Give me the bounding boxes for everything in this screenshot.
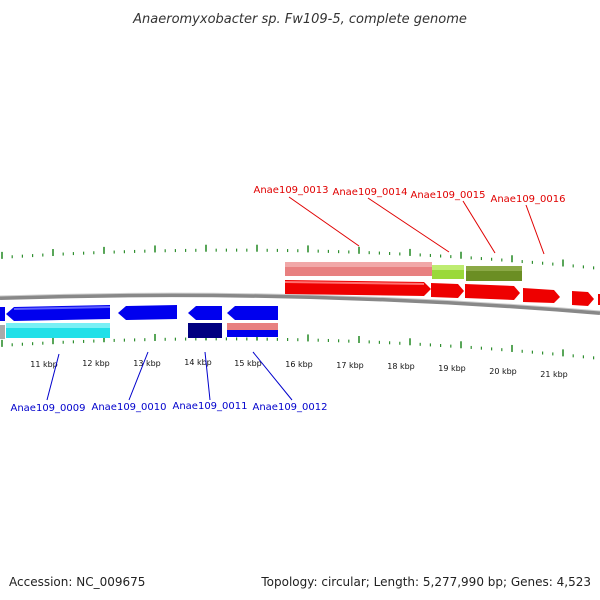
callout-line bbox=[252, 351, 293, 401]
callout-line bbox=[462, 200, 496, 254]
feature-cog-0012[interactable] bbox=[227, 330, 278, 337]
feature-highlight bbox=[284, 281, 425, 285]
callout-line bbox=[288, 196, 360, 247]
outer-tick-ring bbox=[1, 244, 595, 270]
callout-line bbox=[367, 197, 450, 253]
cds-arrow-0015[interactable] bbox=[465, 284, 520, 300]
reverse-gene-labels: Anae109_0009 Anae109_0010 Anae109_0011 A… bbox=[11, 401, 328, 414]
cog-track-top bbox=[285, 262, 522, 281]
callout-line bbox=[46, 353, 60, 401]
forward-gene-callouts bbox=[288, 196, 545, 255]
tick-label: 11 kbp bbox=[30, 360, 58, 369]
tick-label: 19 kbp bbox=[438, 364, 466, 373]
tick-label: 18 kbp bbox=[387, 362, 415, 371]
gene-label-0014[interactable]: Anae109_0014 bbox=[333, 187, 408, 198]
callout-line bbox=[128, 351, 149, 401]
callout-line bbox=[525, 204, 545, 255]
scale-labels: 11 kbp 12 kbp 13 kbp 14 kbp 15 kbp 16 kb… bbox=[30, 358, 568, 379]
cds-arrow-0014[interactable] bbox=[431, 283, 464, 298]
feature-highlight bbox=[466, 266, 522, 271]
gene-label-0009[interactable]: Anae109_0009 bbox=[11, 403, 86, 414]
reverse-cds-track bbox=[0, 305, 278, 321]
feature-rna-0012[interactable] bbox=[227, 323, 278, 330]
tick-label: 14 kbp bbox=[184, 358, 212, 367]
cds-arrow-0017[interactable] bbox=[572, 291, 594, 306]
feature-highlight bbox=[432, 265, 464, 270]
tick-label: 16 kbp bbox=[285, 360, 313, 369]
feature-highlight bbox=[6, 323, 110, 328]
forward-gene-labels: Anae109_0013 Anae109_0014 Anae109_0015 A… bbox=[254, 185, 566, 205]
gene-label-0015[interactable]: Anae109_0015 bbox=[411, 190, 486, 201]
tick-label: 15 kbp bbox=[234, 359, 262, 368]
genome-backbone-highlight bbox=[0, 292, 600, 312]
feature-cog-edge[interactable] bbox=[0, 325, 5, 339]
gene-label-0011[interactable]: Anae109_0011 bbox=[173, 401, 248, 412]
feature-highlight bbox=[285, 262, 432, 267]
gene-label-0013[interactable]: Anae109_0013 bbox=[254, 185, 329, 196]
accession-label: Accession: NC_009675 bbox=[9, 575, 145, 589]
feature-highlight bbox=[13, 306, 111, 310]
tick-label: 21 kbp bbox=[540, 370, 568, 379]
gene-label-0012[interactable]: Anae109_0012 bbox=[253, 402, 328, 413]
reverse-gene-callouts bbox=[46, 351, 293, 401]
feature-cog-0011[interactable] bbox=[188, 323, 222, 338]
tick-label: 13 kbp bbox=[133, 359, 161, 368]
cds-arrow-0011[interactable] bbox=[188, 306, 222, 320]
tick-label: 17 kbp bbox=[336, 361, 364, 370]
cds-arrow-0012[interactable] bbox=[227, 306, 278, 320]
tick-label: 20 kbp bbox=[489, 367, 517, 376]
cog-track-bottom bbox=[0, 323, 278, 339]
map-title: Anaeromyxobacter sp. Fw109-5, complete g… bbox=[132, 12, 467, 27]
gene-label-0010[interactable]: Anae109_0010 bbox=[92, 402, 167, 413]
tick-label: 12 kbp bbox=[82, 359, 110, 368]
forward-cds-track bbox=[284, 280, 600, 306]
gene-label-0016[interactable]: Anae109_0016 bbox=[491, 194, 566, 205]
cds-arrow-0010[interactable] bbox=[118, 305, 177, 320]
cds-arrow-0008[interactable] bbox=[0, 307, 5, 321]
genome-summary: Topology: circular; Length: 5,277,990 bp… bbox=[260, 575, 591, 589]
genome-backbone bbox=[0, 293, 600, 315]
cds-arrow-0016[interactable] bbox=[523, 288, 560, 303]
callout-line bbox=[204, 351, 211, 401]
